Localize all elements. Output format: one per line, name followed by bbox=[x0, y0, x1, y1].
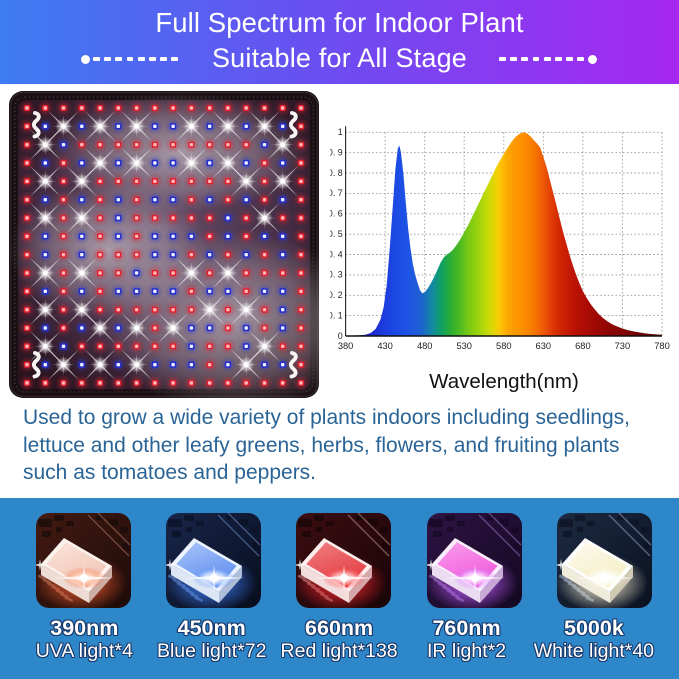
svg-text:1: 1 bbox=[338, 127, 343, 137]
svg-text:0. 5: 0. 5 bbox=[330, 229, 343, 239]
svg-text:0. 3: 0. 3 bbox=[330, 270, 343, 280]
svg-text:0. 9: 0. 9 bbox=[330, 148, 343, 158]
svg-text:0. 4: 0. 4 bbox=[330, 249, 343, 259]
svg-text:730: 730 bbox=[615, 341, 631, 351]
svg-text:Wavelength(nm): Wavelength(nm) bbox=[429, 370, 579, 393]
svg-text:580: 580 bbox=[496, 341, 512, 351]
svg-text:430: 430 bbox=[377, 341, 393, 351]
svg-text:530: 530 bbox=[456, 341, 472, 351]
svg-text:630: 630 bbox=[536, 341, 552, 351]
svg-text:0. 1: 0. 1 bbox=[330, 310, 343, 320]
svg-text:380: 380 bbox=[338, 341, 354, 351]
svg-text:780: 780 bbox=[654, 341, 670, 351]
svg-text:680: 680 bbox=[575, 341, 591, 351]
svg-text:0. 7: 0. 7 bbox=[330, 188, 343, 198]
svg-text:0: 0 bbox=[338, 331, 343, 341]
svg-text:0. 8: 0. 8 bbox=[330, 168, 343, 178]
svg-text:480: 480 bbox=[417, 341, 433, 351]
svg-text:0. 2: 0. 2 bbox=[330, 290, 343, 300]
svg-text:0. 6: 0. 6 bbox=[330, 209, 343, 219]
